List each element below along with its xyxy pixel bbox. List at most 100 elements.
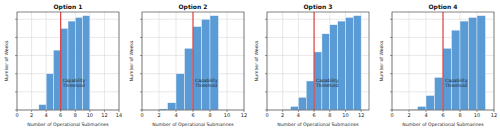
threshold-label: CapabilityThreshold [62,78,86,88]
bar [176,74,185,110]
x-tick-label: 2 [407,112,410,118]
bar [193,27,202,110]
bar [202,19,211,110]
y-tick [15,91,17,92]
y-tick [390,110,392,111]
frame [392,12,494,110]
panel: CapabilityThreshold02468101214Option 1Nu… [4,3,122,128]
bar [477,16,486,110]
x-tick-label: 6 [59,112,62,118]
bar [61,28,68,110]
bars [283,16,361,110]
grid-line [409,12,410,110]
y-tick [390,37,392,38]
y-tick [390,73,392,74]
y-tick [15,73,17,74]
grid-line [104,12,105,110]
x-tick-label: 0 [265,112,268,118]
bar [298,97,306,110]
bar [353,16,361,110]
title: Option 4 [429,3,458,11]
x-tick-label: 10 [224,112,230,118]
title: Option 3 [304,3,333,11]
y-tick [265,19,267,20]
bar [338,21,346,110]
y-tick [390,55,392,56]
x-tick-label: 12 [491,112,497,118]
y-tick [15,37,17,38]
bar [345,17,353,110]
bar [418,106,427,110]
x-tick-label: 2 [30,112,33,118]
bar [322,34,330,110]
grid-line [314,12,315,110]
x-axis-label: Number of Operational Submarines [152,122,234,127]
frame [142,12,244,110]
bars [409,16,486,110]
x-tick-label: 0 [390,112,393,118]
x-tick-label: 0 [140,112,143,118]
y-tick [265,73,267,74]
grid-line [17,19,119,20]
threshold-line [193,12,194,110]
x-tick-label: 12 [358,112,364,118]
bar [460,21,469,110]
y-axis-label: Number of Weeks [254,40,259,81]
bar [185,48,194,110]
grid-line [227,12,228,110]
x-tick-label: 2 [157,112,160,118]
grid-line [60,12,61,110]
panel: CapabilityThreshold024681012Option 3Numb… [254,3,369,128]
bar [39,105,46,110]
x-tick-label: 10 [87,112,93,118]
x-tick-label: 2 [281,112,284,118]
bar [53,50,60,110]
bar [306,81,314,110]
x-tick-label: 0 [15,112,18,118]
x-tick-label: 8 [74,112,77,118]
bar [168,103,177,110]
bar [46,74,53,110]
threshold-label-line: Threshold [62,83,85,88]
x-tick-label: 12 [101,112,107,118]
y-tick [15,19,17,20]
y-tick [140,73,142,74]
bar [291,106,299,110]
y-axis-label: Number of Weeks [4,40,9,81]
x-tick-label: 8 [208,112,211,118]
x-tick-label: 8 [458,112,461,118]
bar [68,21,75,110]
grid-line [282,12,283,110]
x-tick-label: 4 [174,112,177,118]
x-tick-label: 14 [116,112,122,118]
grid-line [443,12,444,110]
x-tick-label: 4 [45,112,48,118]
threshold-label-line: Threshold [444,83,467,88]
frame [267,12,369,110]
x-axis-label: Number of Operational Submarines [402,122,484,127]
y-tick [265,55,267,56]
panel: CapabilityThreshold024681012Option 2Numb… [129,3,247,128]
y-tick [140,91,142,92]
bars [159,16,219,110]
threshold-label: CapabilityThreshold [444,78,468,88]
x-tick-label: 10 [342,112,348,118]
y-axis-label: Number of Weeks [379,40,384,81]
bar [435,77,444,110]
x-tick-label: 6 [441,112,444,118]
y-tick [140,110,142,111]
y-tick [15,55,17,56]
bar [469,17,478,110]
y-tick [265,110,267,111]
title: Option 2 [179,3,208,11]
x-tick-label: 8 [328,112,331,118]
threshold-label-line: Threshold [315,83,338,88]
y-tick [390,19,392,20]
threshold-line [314,12,315,110]
threshold-label: CapabilityThreshold [315,78,339,88]
bar [210,16,219,110]
y-tick [390,91,392,92]
threshold-line [443,12,444,110]
panel: CapabilityThreshold024681012Option 4Numb… [379,3,497,128]
bar [75,17,82,110]
